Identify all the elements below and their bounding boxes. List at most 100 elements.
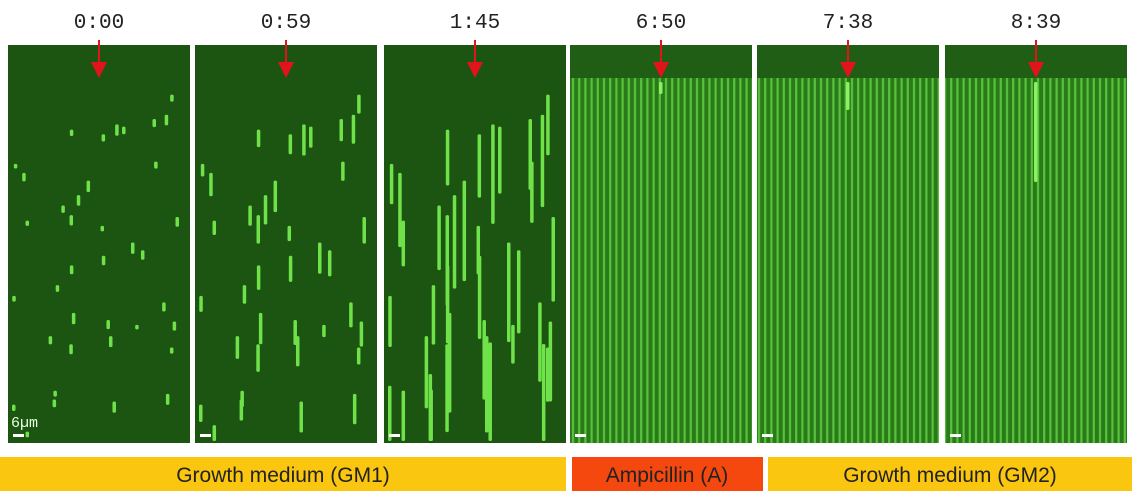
panel: 0:59 (195, 12, 377, 443)
cell (477, 255, 482, 340)
cell (69, 215, 74, 226)
cell (288, 134, 293, 155)
cell (61, 205, 65, 213)
cell (106, 320, 110, 330)
cell (101, 134, 106, 142)
cell (25, 431, 30, 438)
scale-bar (200, 434, 211, 437)
cell (362, 217, 366, 244)
cell (401, 220, 406, 267)
cell (452, 195, 457, 289)
cell (424, 336, 429, 409)
cell (69, 129, 74, 137)
micrograph (757, 45, 939, 443)
cell (659, 82, 663, 94)
cell (273, 180, 278, 213)
cell (498, 126, 502, 194)
panel: 0:00 6µm (8, 12, 190, 443)
cell (287, 225, 292, 242)
cell (165, 393, 170, 405)
condition-label: Growth medium (GM2) (843, 464, 1057, 487)
cell (53, 390, 57, 397)
cell (199, 404, 203, 422)
micrograph (570, 45, 752, 443)
condition-label: Ampicillin (A) (606, 464, 729, 487)
cell (318, 242, 322, 274)
cell (538, 302, 542, 382)
cell (55, 285, 60, 292)
cell (22, 172, 26, 182)
panel: 6:50 (570, 12, 752, 443)
cell (258, 312, 263, 345)
cell (462, 180, 467, 282)
cell (401, 390, 406, 441)
micrograph (8, 45, 190, 443)
micrograph (195, 45, 377, 443)
cell (25, 220, 30, 226)
cell (52, 399, 57, 408)
cell (212, 425, 217, 441)
cell (240, 390, 244, 407)
cell (398, 172, 402, 248)
cell (69, 344, 73, 355)
cell (164, 114, 169, 126)
panel: 1:45 (384, 12, 566, 443)
cell (71, 312, 76, 325)
cell (100, 225, 105, 232)
panel: 8:39 (945, 12, 1127, 443)
scale-bar (13, 434, 24, 437)
cell (445, 129, 450, 186)
cell (507, 242, 511, 343)
cell (299, 401, 303, 433)
cell (131, 242, 135, 254)
micrograph (384, 45, 566, 443)
cell (511, 324, 515, 364)
cell (477, 134, 482, 198)
cell (86, 180, 91, 193)
time-label: 6:50 (636, 12, 686, 35)
time-label: 0:00 (74, 12, 124, 35)
cell (341, 161, 345, 181)
condition-band (572, 457, 763, 491)
scale-label: 6µm (11, 415, 38, 432)
condition-band (768, 457, 1132, 491)
cell (548, 321, 553, 402)
cell (242, 285, 247, 304)
cell (429, 389, 433, 441)
cell (101, 255, 106, 266)
cell (169, 347, 174, 354)
scale-bar (950, 434, 961, 437)
condition-band (0, 457, 566, 491)
cell (162, 302, 166, 312)
cell (263, 195, 268, 225)
cell (256, 265, 261, 290)
time-label: 8:39 (1011, 12, 1061, 35)
cell (12, 295, 16, 302)
cell (352, 393, 357, 425)
cell (175, 217, 179, 227)
cell (248, 205, 252, 226)
time-label: 7:38 (823, 12, 873, 35)
cell (491, 124, 495, 224)
cell (322, 324, 326, 338)
cell (388, 385, 392, 441)
cell (13, 163, 18, 169)
cell (112, 401, 116, 413)
cell (488, 342, 492, 441)
cell (200, 163, 205, 177)
time-label: 0:59 (261, 12, 311, 35)
cell (445, 215, 450, 306)
cell (152, 118, 156, 128)
cell (76, 195, 81, 206)
cell (256, 344, 260, 372)
scale-bar (389, 434, 400, 437)
cell (170, 94, 174, 102)
cell (154, 161, 158, 169)
panel: 7:38 (757, 12, 939, 443)
cell (122, 126, 126, 135)
cell (12, 404, 16, 411)
cell (309, 126, 313, 148)
cell (349, 302, 353, 328)
cell (540, 114, 545, 208)
